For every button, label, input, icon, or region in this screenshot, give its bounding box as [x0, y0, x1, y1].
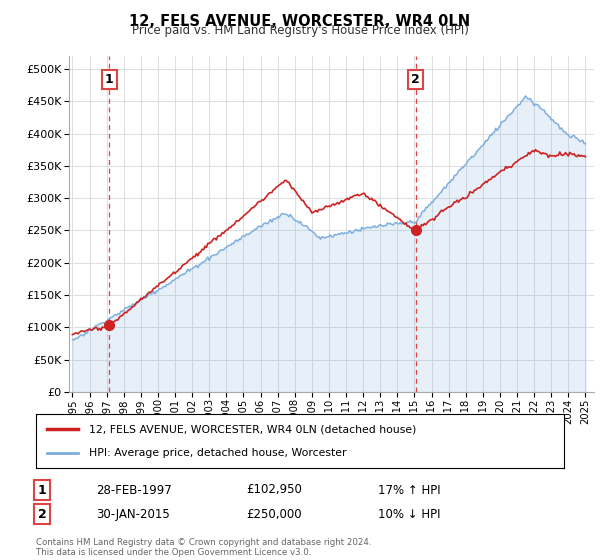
- Text: £250,000: £250,000: [246, 507, 302, 521]
- Text: HPI: Average price, detached house, Worcester: HPI: Average price, detached house, Worc…: [89, 447, 346, 458]
- Text: £102,950: £102,950: [246, 483, 302, 497]
- Text: 1: 1: [38, 483, 46, 497]
- Text: 17% ↑ HPI: 17% ↑ HPI: [378, 483, 440, 497]
- Text: Price paid vs. HM Land Registry's House Price Index (HPI): Price paid vs. HM Land Registry's House …: [131, 24, 469, 37]
- Text: 10% ↓ HPI: 10% ↓ HPI: [378, 507, 440, 521]
- Text: 12, FELS AVENUE, WORCESTER, WR4 0LN (detached house): 12, FELS AVENUE, WORCESTER, WR4 0LN (det…: [89, 424, 416, 435]
- Text: 30-JAN-2015: 30-JAN-2015: [96, 507, 170, 521]
- Text: 2: 2: [38, 507, 46, 521]
- Text: 2: 2: [412, 73, 420, 86]
- Text: 1: 1: [105, 73, 113, 86]
- Text: 28-FEB-1997: 28-FEB-1997: [96, 483, 172, 497]
- Text: Contains HM Land Registry data © Crown copyright and database right 2024.
This d: Contains HM Land Registry data © Crown c…: [36, 538, 371, 557]
- Text: 12, FELS AVENUE, WORCESTER, WR4 0LN: 12, FELS AVENUE, WORCESTER, WR4 0LN: [130, 14, 470, 29]
